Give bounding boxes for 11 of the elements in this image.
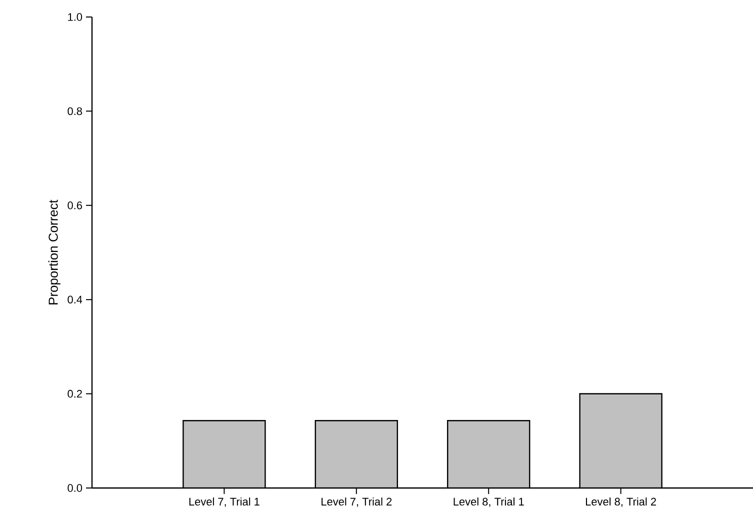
y-tick-label: 0.4 [68,296,82,304]
x-tick-label: Level 8, Trial 1 [454,498,524,507]
x-tick-label: Level 7, Trial 1 [189,498,260,507]
x-tick-label: Level 7, Trial 2 [322,498,392,507]
x-tick-label: Level 8, Trial 2 [586,498,656,507]
y-axis-title: Proportion Correct [48,200,60,304]
y-tick-label: 0.8 [68,107,82,116]
y-tick-label: 0.6 [68,202,82,210]
y-tick-label: 0.0 [68,484,82,492]
y-tick-label: 1.0 [68,13,82,21]
y-tick-label: 0.2 [68,390,82,398]
